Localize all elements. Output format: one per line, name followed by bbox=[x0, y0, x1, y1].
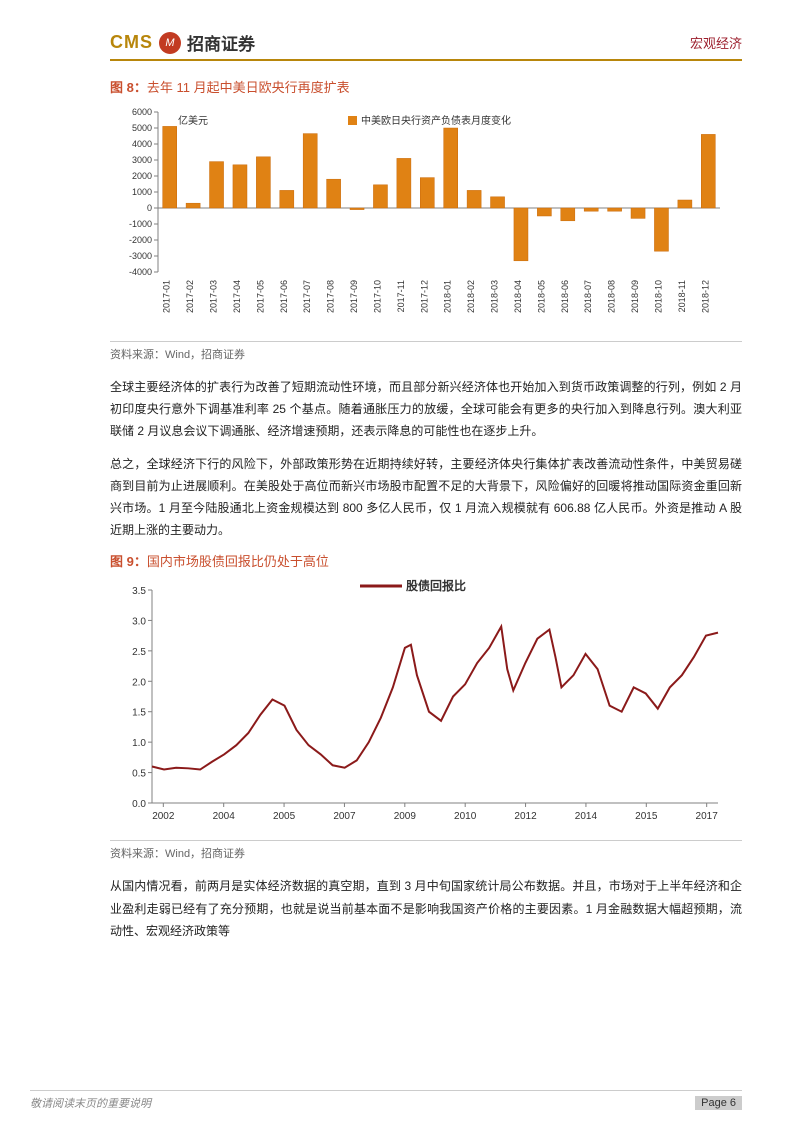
svg-text:2018-11: 2018-11 bbox=[677, 280, 687, 312]
svg-text:2009: 2009 bbox=[394, 811, 417, 822]
svg-text:6000: 6000 bbox=[132, 107, 152, 117]
svg-text:3000: 3000 bbox=[132, 155, 152, 165]
fig8-source: 资料来源：Wind，招商证券 bbox=[110, 346, 742, 362]
svg-text:2018-01: 2018-01 bbox=[443, 280, 453, 313]
page-number: Page 6 bbox=[695, 1096, 742, 1110]
fig8-title: 图 8：去年 11 月起中美日欧央行再度扩表 bbox=[110, 77, 742, 96]
svg-text:2017-12: 2017-12 bbox=[419, 280, 429, 313]
svg-text:3.0: 3.0 bbox=[132, 617, 146, 628]
logo-area: CMS M 招商证券 bbox=[110, 30, 255, 55]
svg-text:2018-04: 2018-04 bbox=[513, 280, 523, 313]
svg-text:0.0: 0.0 bbox=[132, 799, 146, 810]
fig8-title-text: 去年 11 月起中美日欧央行再度扩表 bbox=[147, 80, 350, 95]
svg-text:2017-10: 2017-10 bbox=[372, 280, 382, 313]
page-footer: 敬请阅读末页的重要说明 Page 6 bbox=[30, 1090, 742, 1111]
svg-text:1.5: 1.5 bbox=[132, 708, 146, 719]
svg-text:2018-12: 2018-12 bbox=[700, 280, 710, 313]
svg-text:2014: 2014 bbox=[575, 811, 598, 822]
header-rule bbox=[110, 59, 742, 61]
logo-cn: 招商证券 bbox=[187, 30, 255, 55]
svg-text:2018-08: 2018-08 bbox=[607, 280, 617, 313]
fig9-svg: 0.0 0.5 1.0 1.5 2.0 2.5 3.0 3.5 2002 2004 2005 2007… bbox=[110, 576, 730, 831]
svg-text:-2000: -2000 bbox=[129, 235, 152, 245]
svg-text:2000: 2000 bbox=[132, 171, 152, 181]
svg-text:2017-09: 2017-09 bbox=[349, 280, 359, 313]
footer-note: 敬请阅读末页的重要说明 bbox=[30, 1095, 151, 1111]
svg-text:2018-06: 2018-06 bbox=[560, 280, 570, 313]
svg-text:2017-07: 2017-07 bbox=[302, 280, 312, 313]
fig9-source: 资料来源：Wind，招商证券 bbox=[110, 845, 742, 861]
svg-text:中美欧日央行资产负债表月度变化: 中美欧日央行资产负债表月度变化 bbox=[361, 114, 511, 127]
svg-text:1.0: 1.0 bbox=[132, 738, 146, 749]
svg-text:2004: 2004 bbox=[213, 811, 236, 822]
svg-text:亿美元: 亿美元 bbox=[178, 114, 208, 127]
svg-text:2017-04: 2017-04 bbox=[232, 280, 242, 313]
fig9-title: 图 9：国内市场股债回报比仍处于高位 bbox=[110, 551, 742, 570]
svg-text:2007: 2007 bbox=[333, 811, 356, 822]
svg-text:2017-02: 2017-02 bbox=[185, 280, 195, 313]
svg-text:5000: 5000 bbox=[132, 123, 152, 133]
svg-text:2018-02: 2018-02 bbox=[466, 280, 476, 313]
svg-text:2017: 2017 bbox=[696, 811, 719, 822]
fig8-title-prefix: 图 8： bbox=[110, 80, 147, 95]
fig8-chart: -4000 -3000 -2000 -1000 0 1000 2000 3000 4000 500… bbox=[110, 102, 742, 342]
fig8-svg: -4000 -3000 -2000 -1000 0 1000 2000 3000 4000 500… bbox=[110, 102, 730, 332]
paragraph-3: 从国内情况看，前两月是实体经济数据的真空期，直到 3 月中旬国家统计局公布数据。… bbox=[110, 875, 742, 942]
svg-text:3.5: 3.5 bbox=[132, 586, 146, 597]
logo-icon: M bbox=[159, 32, 181, 54]
svg-text:2018-09: 2018-09 bbox=[630, 280, 640, 313]
svg-text:2018-07: 2018-07 bbox=[583, 280, 593, 313]
svg-text:2002: 2002 bbox=[152, 811, 175, 822]
svg-text:2017-01: 2017-01 bbox=[162, 280, 172, 313]
logo-en: CMS bbox=[110, 32, 153, 53]
svg-text:2.0: 2.0 bbox=[132, 678, 146, 689]
fig9-chart: 0.0 0.5 1.0 1.5 2.0 2.5 3.0 3.5 2002 2004 2005 2007… bbox=[110, 576, 742, 841]
svg-text:2.5: 2.5 bbox=[132, 647, 146, 658]
svg-text:1000: 1000 bbox=[132, 187, 152, 197]
svg-text:2005: 2005 bbox=[273, 811, 296, 822]
header-category: 宏观经济 bbox=[690, 33, 742, 52]
page-header: CMS M 招商证券 宏观经济 bbox=[110, 30, 742, 55]
svg-text:2012: 2012 bbox=[514, 811, 537, 822]
fig9-title-prefix: 图 9： bbox=[110, 554, 147, 569]
svg-text:-3000: -3000 bbox=[129, 251, 152, 261]
svg-text:0.5: 0.5 bbox=[132, 769, 146, 780]
svg-text:-1000: -1000 bbox=[129, 219, 152, 229]
svg-text:2015: 2015 bbox=[635, 811, 658, 822]
svg-text:2010: 2010 bbox=[454, 811, 477, 822]
svg-text:2017-11: 2017-11 bbox=[396, 280, 406, 312]
paragraph-1: 全球主要经济体的扩表行为改善了短期流动性环境，而且部分新兴经济体也开始加入到货币… bbox=[110, 376, 742, 443]
svg-text:2017-08: 2017-08 bbox=[326, 280, 336, 313]
svg-text:2018-10: 2018-10 bbox=[653, 280, 663, 313]
paragraph-2: 总之，全球经济下行的风险下，外部政策形势在近期持续好转，主要经济体央行集体扩表改… bbox=[110, 453, 742, 542]
svg-text:-4000: -4000 bbox=[129, 267, 152, 277]
fig9-title-text: 国内市场股债回报比仍处于高位 bbox=[147, 554, 329, 569]
svg-text:股债回报比: 股债回报比 bbox=[406, 578, 466, 593]
svg-text:0: 0 bbox=[147, 203, 152, 213]
svg-text:2017-05: 2017-05 bbox=[255, 280, 265, 313]
svg-text:2017-03: 2017-03 bbox=[209, 280, 219, 313]
svg-text:2017-06: 2017-06 bbox=[279, 280, 289, 313]
svg-text:2018-05: 2018-05 bbox=[536, 280, 546, 313]
svg-text:2018-03: 2018-03 bbox=[490, 280, 500, 313]
svg-text:4000: 4000 bbox=[132, 139, 152, 149]
